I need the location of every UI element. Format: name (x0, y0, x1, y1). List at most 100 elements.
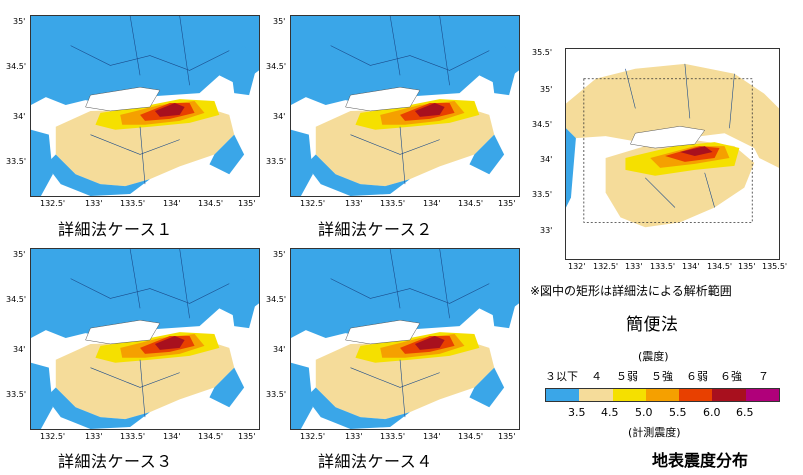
legend-value-label: 4.5 (601, 406, 619, 419)
y-tick-label: 34' (13, 345, 26, 354)
land-chugoku (291, 16, 519, 106)
legend-class-label: ５弱 (616, 370, 638, 383)
land-shikoku-south (305, 154, 410, 196)
land-chugoku (31, 249, 259, 339)
prefecture-borders (330, 249, 490, 418)
map-caption: 詳細法ケース１ (58, 220, 173, 239)
map-frame (30, 248, 260, 430)
legend-class-label: ６強 (720, 370, 742, 383)
legend-value-label: 3.5 (568, 406, 586, 419)
y-tick-label: 35' (13, 250, 26, 259)
y-tick-label: 35' (273, 250, 286, 259)
intensity-map-svg (291, 16, 519, 196)
legend-swatch (612, 389, 646, 401)
legend-class-label: ７ (758, 370, 769, 383)
y-tick-label: 34.5' (6, 62, 27, 71)
zone-6-upper (679, 146, 713, 156)
x-tick-label: 132.5' (40, 432, 66, 441)
x-tick-label: 134' (163, 199, 181, 208)
land-chugoku (291, 249, 519, 339)
y-tick-label: 35' (273, 17, 286, 26)
legend-value-label: 6.5 (736, 406, 754, 419)
land-chugoku (566, 63, 779, 149)
land-east (229, 278, 258, 329)
x-tick-label: 133' (85, 199, 103, 208)
x-tick-label: 133' (85, 432, 103, 441)
zone-6-upper (154, 103, 185, 117)
legend-swatch (712, 389, 746, 401)
legend-swatch (579, 389, 613, 401)
land-shikoku-south (305, 387, 410, 429)
land-kyushu (31, 129, 53, 196)
intensity-map-svg (291, 249, 519, 429)
legend-swatch (679, 389, 713, 401)
x-tick-label: 134' (423, 199, 441, 208)
land-shikoku-east (469, 367, 505, 408)
x-tick-label: 134.5' (707, 262, 733, 271)
land-chugoku (31, 16, 259, 106)
map-caption: 詳細法ケース３ (58, 452, 173, 471)
x-tick-label: 135.5' (762, 262, 788, 271)
page-title: 地表震度分布 (652, 451, 749, 470)
x-tick-label: 134' (682, 262, 700, 271)
legend-swatch (645, 389, 680, 401)
map-frame (565, 48, 780, 260)
x-tick-label: 133.5' (120, 199, 146, 208)
y-tick-label: 33.5' (266, 390, 287, 399)
x-tick-label: 134' (423, 432, 441, 441)
x-tick-label: 133' (345, 199, 363, 208)
land-shikoku-south (45, 387, 150, 429)
legend-value-label: 5.0 (635, 406, 653, 419)
legend-title-bottom: (計測震度) (628, 426, 681, 439)
map-frame (290, 248, 520, 430)
y-tick-label: 35' (540, 85, 553, 94)
inland-sea (85, 86, 161, 112)
y-tick-label: 34.5' (532, 120, 553, 129)
prefecture-borders (70, 249, 230, 418)
x-tick-label: 133.5' (650, 262, 676, 271)
x-tick-label: 133' (625, 262, 643, 271)
x-tick-label: 132.5' (40, 199, 66, 208)
x-tick-label: 135' (238, 432, 256, 441)
zone-6-upper (414, 336, 445, 350)
x-tick-label: 135' (238, 199, 256, 208)
x-tick-label: 132' (568, 262, 586, 271)
inland-sea (345, 319, 421, 345)
x-tick-label: 133.5' (380, 199, 406, 208)
zone-6-upper (414, 103, 445, 117)
x-tick-label: 135' (738, 262, 756, 271)
legend-value-label: 5.5 (669, 406, 687, 419)
y-tick-label: 34.5' (6, 295, 27, 304)
land-shikoku-east (469, 134, 505, 175)
map-caption: 詳細法ケース２ (318, 220, 433, 239)
legend-swatch (546, 389, 580, 401)
land-kinki (734, 103, 779, 168)
y-tick-label: 34' (273, 112, 286, 121)
x-tick-label: 135' (498, 432, 516, 441)
intensity-map-svg (31, 249, 259, 429)
y-tick-label: 33.5' (266, 157, 287, 166)
land-shikoku-east (209, 134, 245, 175)
legend-class-label: ４ (591, 370, 602, 383)
x-tick-label: 132.5' (300, 432, 326, 441)
legend-swatch (745, 389, 779, 401)
y-tick-label: 33.5' (6, 157, 27, 166)
land-kyushu (291, 362, 313, 429)
y-tick-label: 34.5' (266, 295, 287, 304)
legend-class-label: ６弱 (686, 370, 708, 383)
x-tick-label: 132.5' (300, 199, 326, 208)
map-caption: 詳細法ケース４ (318, 452, 433, 471)
legend-color-bar (545, 388, 780, 402)
x-tick-label: 134.5' (198, 432, 224, 441)
x-tick-label: 132.5' (593, 262, 619, 271)
legend-class-label: ５強 (651, 370, 673, 383)
prefecture-borders (330, 16, 490, 185)
inland-sea (85, 319, 161, 345)
legend-title-top: (震度) (638, 350, 669, 363)
land-kyushu (566, 128, 576, 208)
x-tick-label: 133' (345, 432, 363, 441)
x-tick-label: 134.5' (458, 432, 484, 441)
analysis-range-note: ※図中の矩形は詳細法による解析範囲 (530, 284, 732, 298)
y-tick-label: 34' (273, 345, 286, 354)
y-tick-label: 33' (540, 226, 553, 235)
